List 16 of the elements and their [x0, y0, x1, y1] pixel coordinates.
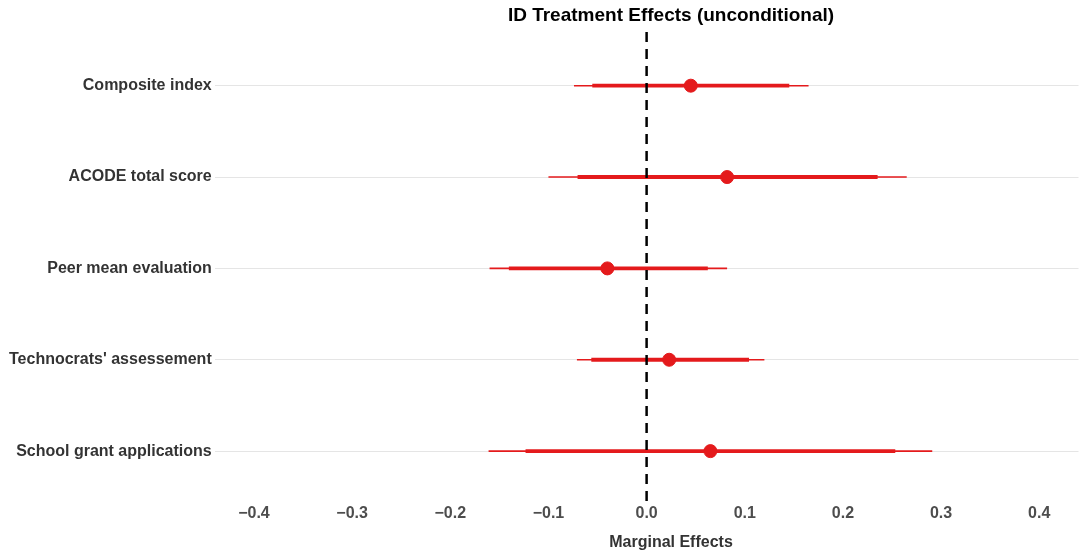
y-tick-label: School grant applications: [16, 441, 212, 459]
x-tick-label: −0.3: [336, 503, 369, 521]
y-tick-label: Peer mean evaluation: [47, 258, 212, 276]
x-tick-label: −0.1: [532, 503, 565, 521]
x-axis-title: Marginal Effects: [608, 533, 734, 551]
x-tick-label: 0.4: [1028, 503, 1051, 521]
x-tick-label: −0.4: [238, 503, 270, 521]
x-tick-label: 0.0: [635, 503, 658, 521]
x-tick-label: 0.1: [733, 503, 756, 521]
chart-title: ID Treatment Effects (unconditional): [506, 4, 836, 26]
x-tick-label: −0.2: [434, 503, 467, 521]
x-tick-label: 0.2: [831, 503, 855, 521]
y-tick-label: ACODE total score: [68, 167, 212, 185]
x-tick-label: 0.3: [929, 503, 953, 521]
y-tick-label: Composite index: [82, 76, 212, 94]
y-tick-label: Technocrats' assessement: [9, 350, 213, 368]
